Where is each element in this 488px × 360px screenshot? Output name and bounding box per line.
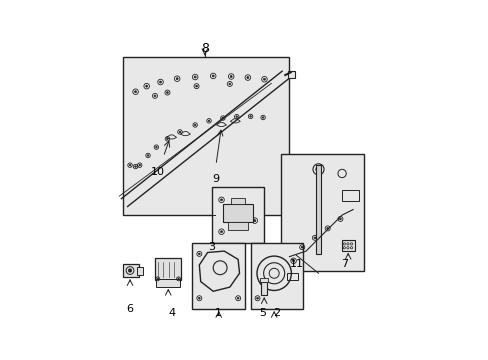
Circle shape — [236, 116, 237, 117]
Circle shape — [178, 278, 179, 279]
Text: 1: 1 — [215, 309, 222, 319]
Circle shape — [212, 75, 214, 77]
Text: 9: 9 — [212, 174, 219, 184]
Circle shape — [194, 76, 196, 78]
Circle shape — [128, 269, 131, 272]
Circle shape — [139, 165, 140, 166]
Circle shape — [198, 297, 200, 299]
Circle shape — [194, 124, 196, 126]
Circle shape — [292, 260, 294, 262]
Bar — [137, 267, 143, 275]
Circle shape — [230, 76, 232, 77]
Circle shape — [222, 117, 223, 119]
Circle shape — [157, 278, 158, 279]
Text: 4: 4 — [168, 309, 175, 319]
Bar — [156, 279, 180, 287]
Circle shape — [176, 78, 178, 80]
Bar — [341, 240, 354, 251]
Circle shape — [195, 85, 197, 87]
Bar — [155, 258, 181, 280]
Bar — [223, 204, 253, 222]
Bar — [123, 57, 289, 215]
Circle shape — [166, 92, 168, 93]
Circle shape — [166, 138, 168, 140]
Bar — [211, 187, 264, 243]
Circle shape — [246, 77, 248, 78]
Circle shape — [326, 228, 328, 229]
Circle shape — [129, 165, 130, 166]
Circle shape — [220, 231, 222, 233]
Bar — [250, 243, 303, 309]
Bar — [261, 282, 267, 296]
Text: 10: 10 — [150, 167, 164, 177]
Circle shape — [313, 237, 315, 239]
Circle shape — [155, 147, 157, 148]
Circle shape — [339, 218, 341, 220]
Circle shape — [237, 297, 239, 299]
Circle shape — [262, 117, 264, 118]
Circle shape — [159, 81, 161, 83]
Circle shape — [208, 120, 209, 122]
Circle shape — [263, 78, 265, 80]
Bar — [286, 273, 297, 280]
Circle shape — [179, 131, 181, 133]
Bar — [342, 190, 358, 201]
Bar — [316, 165, 320, 254]
Circle shape — [135, 166, 136, 167]
Bar — [260, 278, 268, 282]
Circle shape — [249, 116, 251, 117]
Bar — [123, 264, 139, 278]
Circle shape — [301, 246, 303, 248]
Circle shape — [134, 91, 136, 93]
Bar — [231, 198, 244, 204]
Circle shape — [154, 95, 156, 97]
Text: 11: 11 — [289, 258, 303, 269]
Circle shape — [253, 220, 255, 221]
Bar — [192, 243, 244, 309]
Text: 7: 7 — [341, 258, 348, 269]
Text: 6: 6 — [126, 304, 133, 314]
Bar — [228, 222, 247, 230]
Circle shape — [145, 85, 147, 87]
Text: 8: 8 — [201, 42, 208, 55]
Bar — [281, 154, 364, 270]
Circle shape — [147, 155, 148, 156]
Text: 2: 2 — [273, 309, 280, 319]
Text: 3: 3 — [208, 242, 215, 252]
Circle shape — [256, 297, 258, 299]
Circle shape — [220, 199, 222, 201]
Bar — [287, 71, 294, 78]
Circle shape — [228, 83, 230, 85]
Circle shape — [198, 253, 200, 255]
Text: 5: 5 — [259, 309, 266, 319]
